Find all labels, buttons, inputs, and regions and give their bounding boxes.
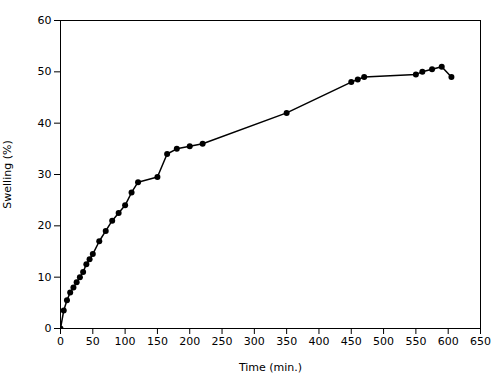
svg-text:200: 200 <box>179 335 200 348</box>
svg-text:20: 20 <box>38 219 52 232</box>
svg-text:40: 40 <box>38 117 52 130</box>
svg-text:150: 150 <box>147 335 168 348</box>
svg-text:600: 600 <box>438 335 459 348</box>
svg-text:400: 400 <box>308 335 329 348</box>
svg-text:30: 30 <box>38 168 52 181</box>
svg-text:450: 450 <box>341 335 362 348</box>
svg-text:350: 350 <box>276 335 297 348</box>
svg-text:300: 300 <box>244 335 265 348</box>
svg-text:250: 250 <box>212 335 233 348</box>
svg-text:100: 100 <box>115 335 136 348</box>
svg-text:650: 650 <box>470 335 491 348</box>
svg-text:0: 0 <box>45 322 52 335</box>
svg-text:50: 50 <box>38 65 52 78</box>
svg-text:Time (min.): Time (min.) <box>238 361 302 373</box>
svg-text:550: 550 <box>405 335 426 348</box>
svg-text:Swelling (%): Swelling (%) <box>1 140 14 208</box>
svg-text:60: 60 <box>38 14 52 27</box>
svg-text:500: 500 <box>373 335 394 348</box>
svg-text:50: 50 <box>86 335 100 348</box>
svg-text:10: 10 <box>38 271 52 284</box>
svg-text:0: 0 <box>57 335 64 348</box>
